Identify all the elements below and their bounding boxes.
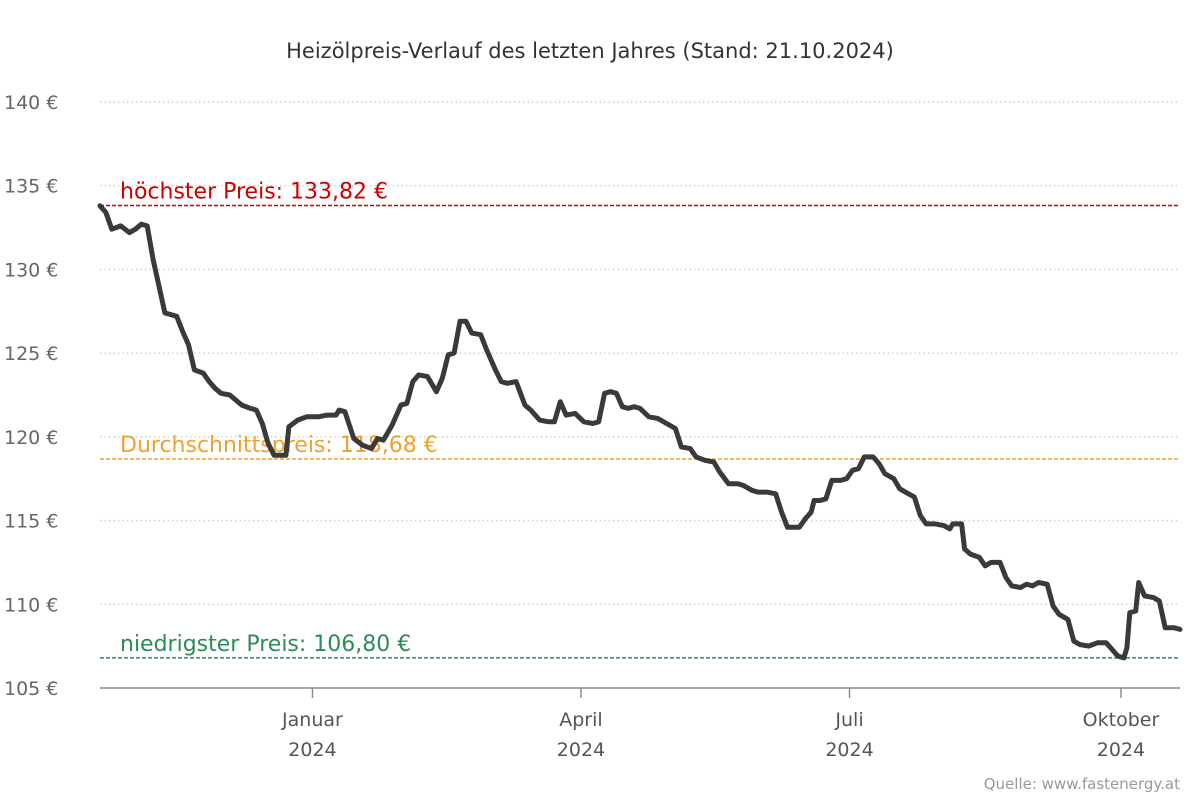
x-tick-year: 2024	[1097, 739, 1145, 761]
x-tick-label: Januar	[281, 709, 343, 731]
gridlines	[100, 101, 1180, 605]
chart-title: Heizölpreis-Verlauf des letzten Jahres (…	[286, 39, 894, 63]
price-series-line	[97, 203, 1183, 661]
x-tick-year: 2024	[825, 739, 873, 761]
y-axis-ticks: 105 € 110 € 115 € 120 € 125 € 130 € 135 € 140 €	[4, 92, 58, 700]
x-tick-year: 2024	[557, 739, 605, 761]
y-tick-label: 130 €	[4, 259, 58, 281]
y-tick-label: 120 €	[4, 427, 58, 449]
max-price-label: höchster Preis: 133,82 €	[120, 179, 388, 204]
reference-lines: höchster Preis: 133,82 €Durchschnittspre…	[100, 179, 1180, 659]
y-tick-label: 140 €	[4, 92, 58, 114]
min-price-label: niedrigster Preis: 106,80 €	[120, 632, 411, 657]
y-tick-label: 115 €	[4, 511, 58, 533]
y-tick-label: 110 €	[4, 594, 58, 616]
series	[97, 203, 1183, 661]
x-axis-ticks: Januar 2024 April 2024 Juli 2024 Oktober 2024	[281, 688, 1159, 761]
x-tick-label: April	[559, 709, 602, 731]
y-tick-label: 135 €	[4, 176, 58, 198]
x-tick-label: Oktober	[1083, 709, 1160, 731]
y-tick-label: 125 €	[4, 343, 58, 365]
x-tick-year: 2024	[288, 739, 336, 761]
source-note: Quelle: www.fastenergy.at	[984, 775, 1180, 793]
x-tick-label: Juli	[834, 709, 863, 731]
y-tick-label: 105 €	[4, 678, 58, 700]
